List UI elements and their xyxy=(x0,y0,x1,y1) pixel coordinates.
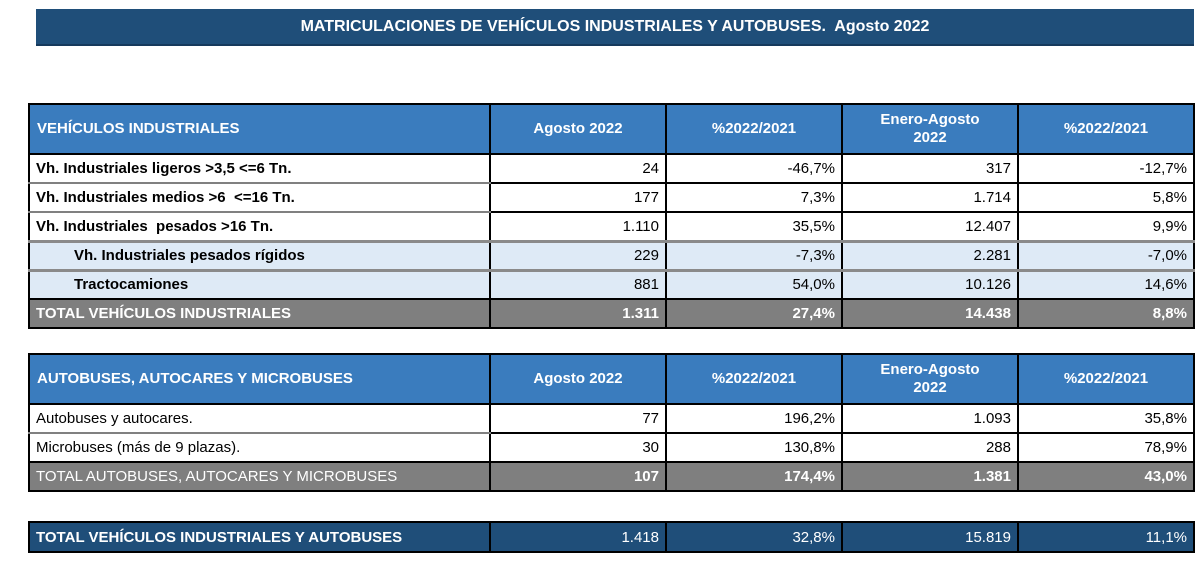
report-title: MATRICULACIONES DE VEHÍCULOS INDUSTRIALE… xyxy=(300,17,930,35)
value-pct-enero-agosto: 78,9% xyxy=(1017,433,1195,463)
grand-total-label: TOTAL VEHÍCULOS INDUSTRIALES Y AUTOBUSES xyxy=(28,521,491,553)
value-enero-agosto: 317 xyxy=(841,154,1019,184)
table-row-medios: Vh. Industriales medios >6 <=16 Tn. 177 … xyxy=(28,183,1195,213)
total-pct-enero-agosto: 43,0% xyxy=(1017,461,1195,492)
value-agosto: 881 xyxy=(489,270,667,300)
total-enero-agosto: 14.438 xyxy=(841,298,1019,329)
grand-total-pct-enero-agosto: 11,1% xyxy=(1017,521,1195,553)
value-agosto: 229 xyxy=(489,241,667,272)
value-enero-agosto: 1.093 xyxy=(841,404,1019,434)
grand-total-agosto: 1.418 xyxy=(489,521,667,553)
value-agosto: 24 xyxy=(489,154,667,184)
total-pct-agosto: 174,4% xyxy=(665,461,843,492)
table-title-cell: VEHÍCULOS INDUSTRIALES xyxy=(28,103,491,155)
value-enero-agosto: 10.126 xyxy=(841,270,1019,300)
report-title-bar: MATRICULACIONES DE VEHÍCULOS INDUSTRIALE… xyxy=(36,9,1194,46)
column-header-pct-enero-agosto: %2022/2021 xyxy=(1017,103,1195,155)
value-pct-enero-agosto: 5,8% xyxy=(1017,183,1195,213)
table-header-row: VEHÍCULOS INDUSTRIALES Agosto 2022 %2022… xyxy=(28,103,1195,155)
value-pct-agosto: 54,0% xyxy=(665,270,843,300)
row-label: Tractocamiones xyxy=(28,270,491,300)
row-label: Autobuses y autocares. xyxy=(28,404,491,434)
column-header-enero-agosto: Enero-Agosto 2022 xyxy=(841,353,1019,405)
value-agosto: 30 xyxy=(489,433,667,463)
column-header-pct-agosto: %2022/2021 xyxy=(665,353,843,405)
value-pct-agosto: 196,2% xyxy=(665,404,843,434)
table-row-autobuses: Autobuses y autocares. 77 196,2% 1.093 3… xyxy=(28,404,1195,434)
row-label: Vh. Industriales ligeros >3,5 <=6 Tn. xyxy=(28,154,491,184)
total-agosto: 107 xyxy=(489,461,667,492)
grand-total-table: TOTAL VEHÍCULOS INDUSTRIALES Y AUTOBUSES… xyxy=(28,521,1195,553)
value-pct-enero-agosto: 14,6% xyxy=(1017,270,1195,300)
total-agosto: 1.311 xyxy=(489,298,667,329)
value-pct-agosto: -7,3% xyxy=(665,241,843,272)
column-header-agosto: Agosto 2022 xyxy=(489,353,667,405)
row-label: Vh. Industriales pesados >16 Tn. xyxy=(28,212,491,243)
total-row-buses: TOTAL AUTOBUSES, AUTOCARES Y MICROBUSES … xyxy=(28,461,1195,492)
value-pct-enero-agosto: -12,7% xyxy=(1017,154,1195,184)
total-row-industrial: TOTAL VEHÍCULOS INDUSTRIALES 1.311 27,4%… xyxy=(28,298,1195,329)
table-row-ligeros: Vh. Industriales ligeros >3,5 <=6 Tn. 24… xyxy=(28,154,1195,184)
value-agosto: 177 xyxy=(489,183,667,213)
value-agosto: 1.110 xyxy=(489,212,667,243)
column-header-agosto: Agosto 2022 xyxy=(489,103,667,155)
total-label: TOTAL AUTOBUSES, AUTOCARES Y MICROBUSES xyxy=(28,461,491,492)
table-row-pesados-rigidos: Vh. Industriales pesados rígidos 229 -7,… xyxy=(28,241,1195,272)
table-header-row: AUTOBUSES, AUTOCARES Y MICROBUSES Agosto… xyxy=(28,353,1195,405)
table-title-cell: AUTOBUSES, AUTOCARES Y MICROBUSES xyxy=(28,353,491,405)
column-header-pct-agosto: %2022/2021 xyxy=(665,103,843,155)
value-pct-agosto: 130,8% xyxy=(665,433,843,463)
value-agosto: 77 xyxy=(489,404,667,434)
value-enero-agosto: 1.714 xyxy=(841,183,1019,213)
column-header-enero-agosto: Enero-Agosto 2022 xyxy=(841,103,1019,155)
row-label: Microbuses (más de 9 plazas). xyxy=(28,433,491,463)
grand-total-row: TOTAL VEHÍCULOS INDUSTRIALES Y AUTOBUSES… xyxy=(28,521,1195,553)
industrial-vehicles-table: VEHÍCULOS INDUSTRIALES Agosto 2022 %2022… xyxy=(28,103,1195,329)
row-label: Vh. Industriales pesados rígidos xyxy=(28,241,491,272)
column-header-pct-enero-agosto: %2022/2021 xyxy=(1017,353,1195,405)
total-pct-enero-agosto: 8,8% xyxy=(1017,298,1195,329)
value-pct-agosto: 7,3% xyxy=(665,183,843,213)
table-row-tractocamiones: Tractocamiones 881 54,0% 10.126 14,6% xyxy=(28,270,1195,300)
grand-total-enero-agosto: 15.819 xyxy=(841,521,1019,553)
value-pct-enero-agosto: 35,8% xyxy=(1017,404,1195,434)
total-label: TOTAL VEHÍCULOS INDUSTRIALES xyxy=(28,298,491,329)
value-pct-enero-agosto: -7,0% xyxy=(1017,241,1195,272)
buses-table: AUTOBUSES, AUTOCARES Y MICROBUSES Agosto… xyxy=(28,353,1195,492)
total-pct-agosto: 27,4% xyxy=(665,298,843,329)
value-enero-agosto: 2.281 xyxy=(841,241,1019,272)
value-enero-agosto: 12.407 xyxy=(841,212,1019,243)
value-enero-agosto: 288 xyxy=(841,433,1019,463)
value-pct-enero-agosto: 9,9% xyxy=(1017,212,1195,243)
row-label: Vh. Industriales medios >6 <=16 Tn. xyxy=(28,183,491,213)
grand-total-pct-agosto: 32,8% xyxy=(665,521,843,553)
value-pct-agosto: 35,5% xyxy=(665,212,843,243)
total-enero-agosto: 1.381 xyxy=(841,461,1019,492)
table-row-pesados: Vh. Industriales pesados >16 Tn. 1.110 3… xyxy=(28,212,1195,243)
value-pct-agosto: -46,7% xyxy=(665,154,843,184)
table-row-microbuses: Microbuses (más de 9 plazas). 30 130,8% … xyxy=(28,433,1195,463)
